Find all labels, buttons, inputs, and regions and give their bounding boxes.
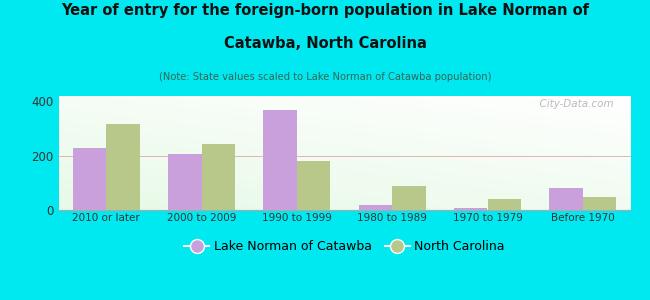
Bar — [392, 186, 426, 210]
Text: Year of entry for the foreign-born population in Lake Norman of: Year of entry for the foreign-born popul… — [61, 3, 589, 18]
Bar — [263, 110, 297, 210]
Bar — [297, 161, 330, 210]
Bar — [168, 154, 202, 210]
Legend: Lake Norman of Catawba, North Carolina: Lake Norman of Catawba, North Carolina — [179, 236, 510, 259]
Bar — [488, 199, 521, 210]
Text: City-Data.com: City-Data.com — [533, 99, 614, 110]
Text: Catawba, North Carolina: Catawba, North Carolina — [224, 36, 426, 51]
Bar — [359, 205, 392, 210]
Bar — [583, 197, 616, 210]
Bar — [202, 144, 235, 210]
Bar — [549, 188, 583, 210]
Text: (Note: State values scaled to Lake Norman of Catawba population): (Note: State values scaled to Lake Norma… — [159, 72, 491, 82]
Bar — [106, 124, 140, 210]
Bar — [454, 208, 488, 210]
Bar — [73, 148, 106, 210]
